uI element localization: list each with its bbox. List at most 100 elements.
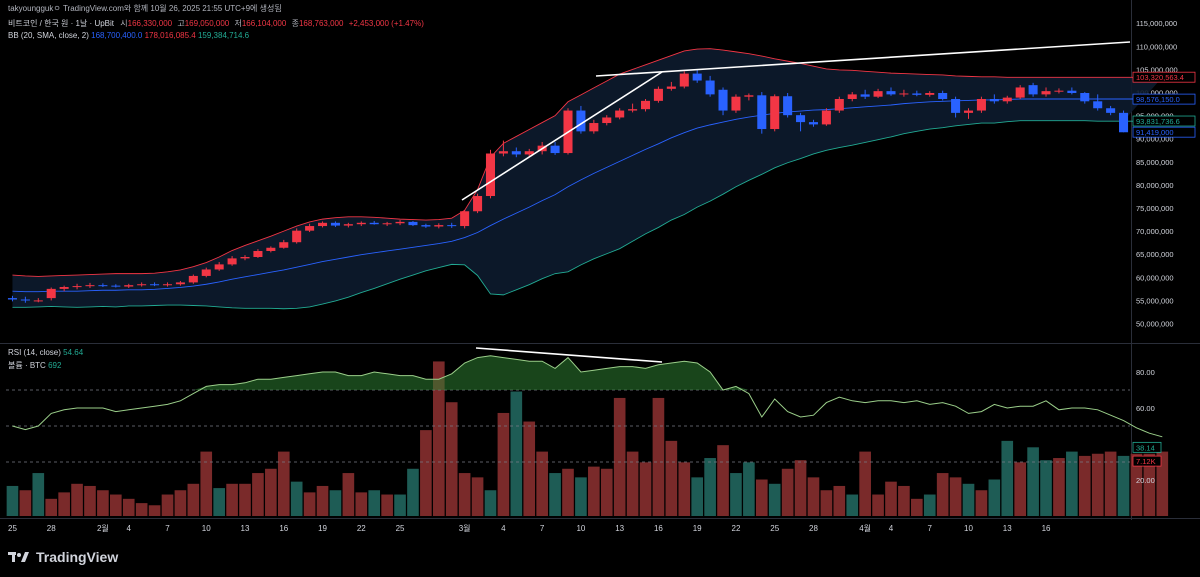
price-tick-label: 50,000,000 xyxy=(1136,320,1174,329)
candle-body xyxy=(343,224,353,226)
candle-body xyxy=(524,151,534,155)
volume-bar xyxy=(1156,451,1169,516)
candle xyxy=(1028,82,1038,97)
candle xyxy=(485,149,496,199)
candle xyxy=(240,255,250,261)
volume-bar xyxy=(743,462,755,516)
candle-body xyxy=(150,284,160,286)
rsi-tick-label: 60.00 xyxy=(1136,404,1155,413)
candle xyxy=(692,68,702,83)
candle-body xyxy=(821,110,831,125)
candle xyxy=(434,223,444,229)
candle xyxy=(770,94,780,132)
time-tick-label: 13 xyxy=(241,524,250,533)
volume-bar xyxy=(794,460,807,516)
candle-body xyxy=(201,269,211,276)
candle xyxy=(85,282,95,288)
volume-bar xyxy=(1143,453,1156,516)
volume-bar xyxy=(290,481,303,516)
time-tick-label: 3월 xyxy=(459,523,471,533)
bb-lower-value: 159,384,714.6 xyxy=(197,31,250,40)
tradingview-logo[interactable]: TradingView xyxy=(8,549,118,565)
volume-bar xyxy=(562,468,574,516)
bb-legend[interactable]: BB (20, SMA, close, 2) 168,700,400.0 178… xyxy=(8,31,249,40)
volume-bar xyxy=(898,485,910,516)
candle-body xyxy=(266,247,276,251)
volume-bar xyxy=(781,468,794,516)
volume-bar xyxy=(639,462,652,516)
price-tick-label: 65,000,000 xyxy=(1136,250,1174,259)
candle-body xyxy=(111,285,121,287)
candle-body xyxy=(485,153,496,197)
candle xyxy=(808,119,818,127)
time-tick-label: 22 xyxy=(357,524,366,533)
volume-bar xyxy=(588,466,600,516)
time-tick-label: 13 xyxy=(1003,524,1012,533)
candle xyxy=(292,228,302,244)
candle-body xyxy=(356,222,366,225)
candle-body xyxy=(369,222,379,225)
rsi-legend[interactable]: RSI (14, close) 54.64 xyxy=(8,348,83,357)
candle xyxy=(511,147,521,158)
candle-body xyxy=(925,92,935,95)
symbol-title[interactable]: 비트코인 / 한국 원 · 1날 · UpBit xyxy=(8,19,115,28)
candle-body xyxy=(1119,112,1129,133)
candle xyxy=(718,87,728,116)
volume-bar xyxy=(704,458,716,516)
candle xyxy=(46,287,56,301)
candle xyxy=(72,283,82,290)
volume-legend[interactable]: 볼륨 · BTC 692 xyxy=(8,360,61,371)
candle-body xyxy=(602,117,612,124)
candle-body xyxy=(460,211,470,227)
candle xyxy=(951,96,961,118)
candle-body xyxy=(615,110,625,118)
time-tick-label: 25 xyxy=(396,524,405,533)
volume-bar xyxy=(1027,447,1039,516)
candle-body xyxy=(1002,97,1012,102)
candle-body xyxy=(1080,92,1090,102)
candle-body xyxy=(963,110,974,113)
candle xyxy=(963,108,974,119)
candle xyxy=(783,92,793,118)
candle-body xyxy=(653,88,663,101)
candle xyxy=(628,103,638,113)
candle-body xyxy=(705,80,715,95)
candle xyxy=(1054,88,1064,94)
candle xyxy=(666,81,676,91)
volume-bar xyxy=(717,445,729,516)
price-tick-label: 105,000,000 xyxy=(1136,65,1178,74)
candle xyxy=(382,221,392,227)
candle xyxy=(860,89,870,100)
candle xyxy=(757,92,767,134)
bb-lower-line xyxy=(12,120,1163,310)
candle-body xyxy=(1054,90,1064,92)
price-axis-badge-box xyxy=(1132,126,1196,138)
volume-bar xyxy=(600,468,613,516)
rsi-overbought-fill xyxy=(12,355,1163,390)
candle-body xyxy=(899,93,909,95)
volume-bar xyxy=(949,477,962,516)
candle xyxy=(925,91,935,97)
candle-body xyxy=(640,100,651,110)
volume-bar xyxy=(122,498,135,516)
candle-body xyxy=(214,264,224,270)
volume-bar xyxy=(19,490,32,516)
price-axis-badge-box xyxy=(1132,71,1196,83)
volume-bar xyxy=(1130,453,1143,516)
candle-body xyxy=(33,300,43,302)
candle xyxy=(356,221,366,227)
candle xyxy=(576,105,586,134)
price-tick-label: 60,000,000 xyxy=(1136,273,1174,282)
candle-body xyxy=(938,92,948,100)
resistance-trendline xyxy=(595,41,1131,77)
candle xyxy=(1106,105,1116,116)
volume-bar xyxy=(458,473,471,516)
candle-body xyxy=(847,94,857,100)
rsi-label: RSI (14, close) xyxy=(8,348,61,357)
rsi-line xyxy=(12,355,1163,438)
candle-body xyxy=(46,288,56,299)
price-axis-badge-text: 93,831,736.6 xyxy=(1136,117,1180,126)
candle-body xyxy=(796,115,806,123)
volume-bar xyxy=(962,483,975,516)
